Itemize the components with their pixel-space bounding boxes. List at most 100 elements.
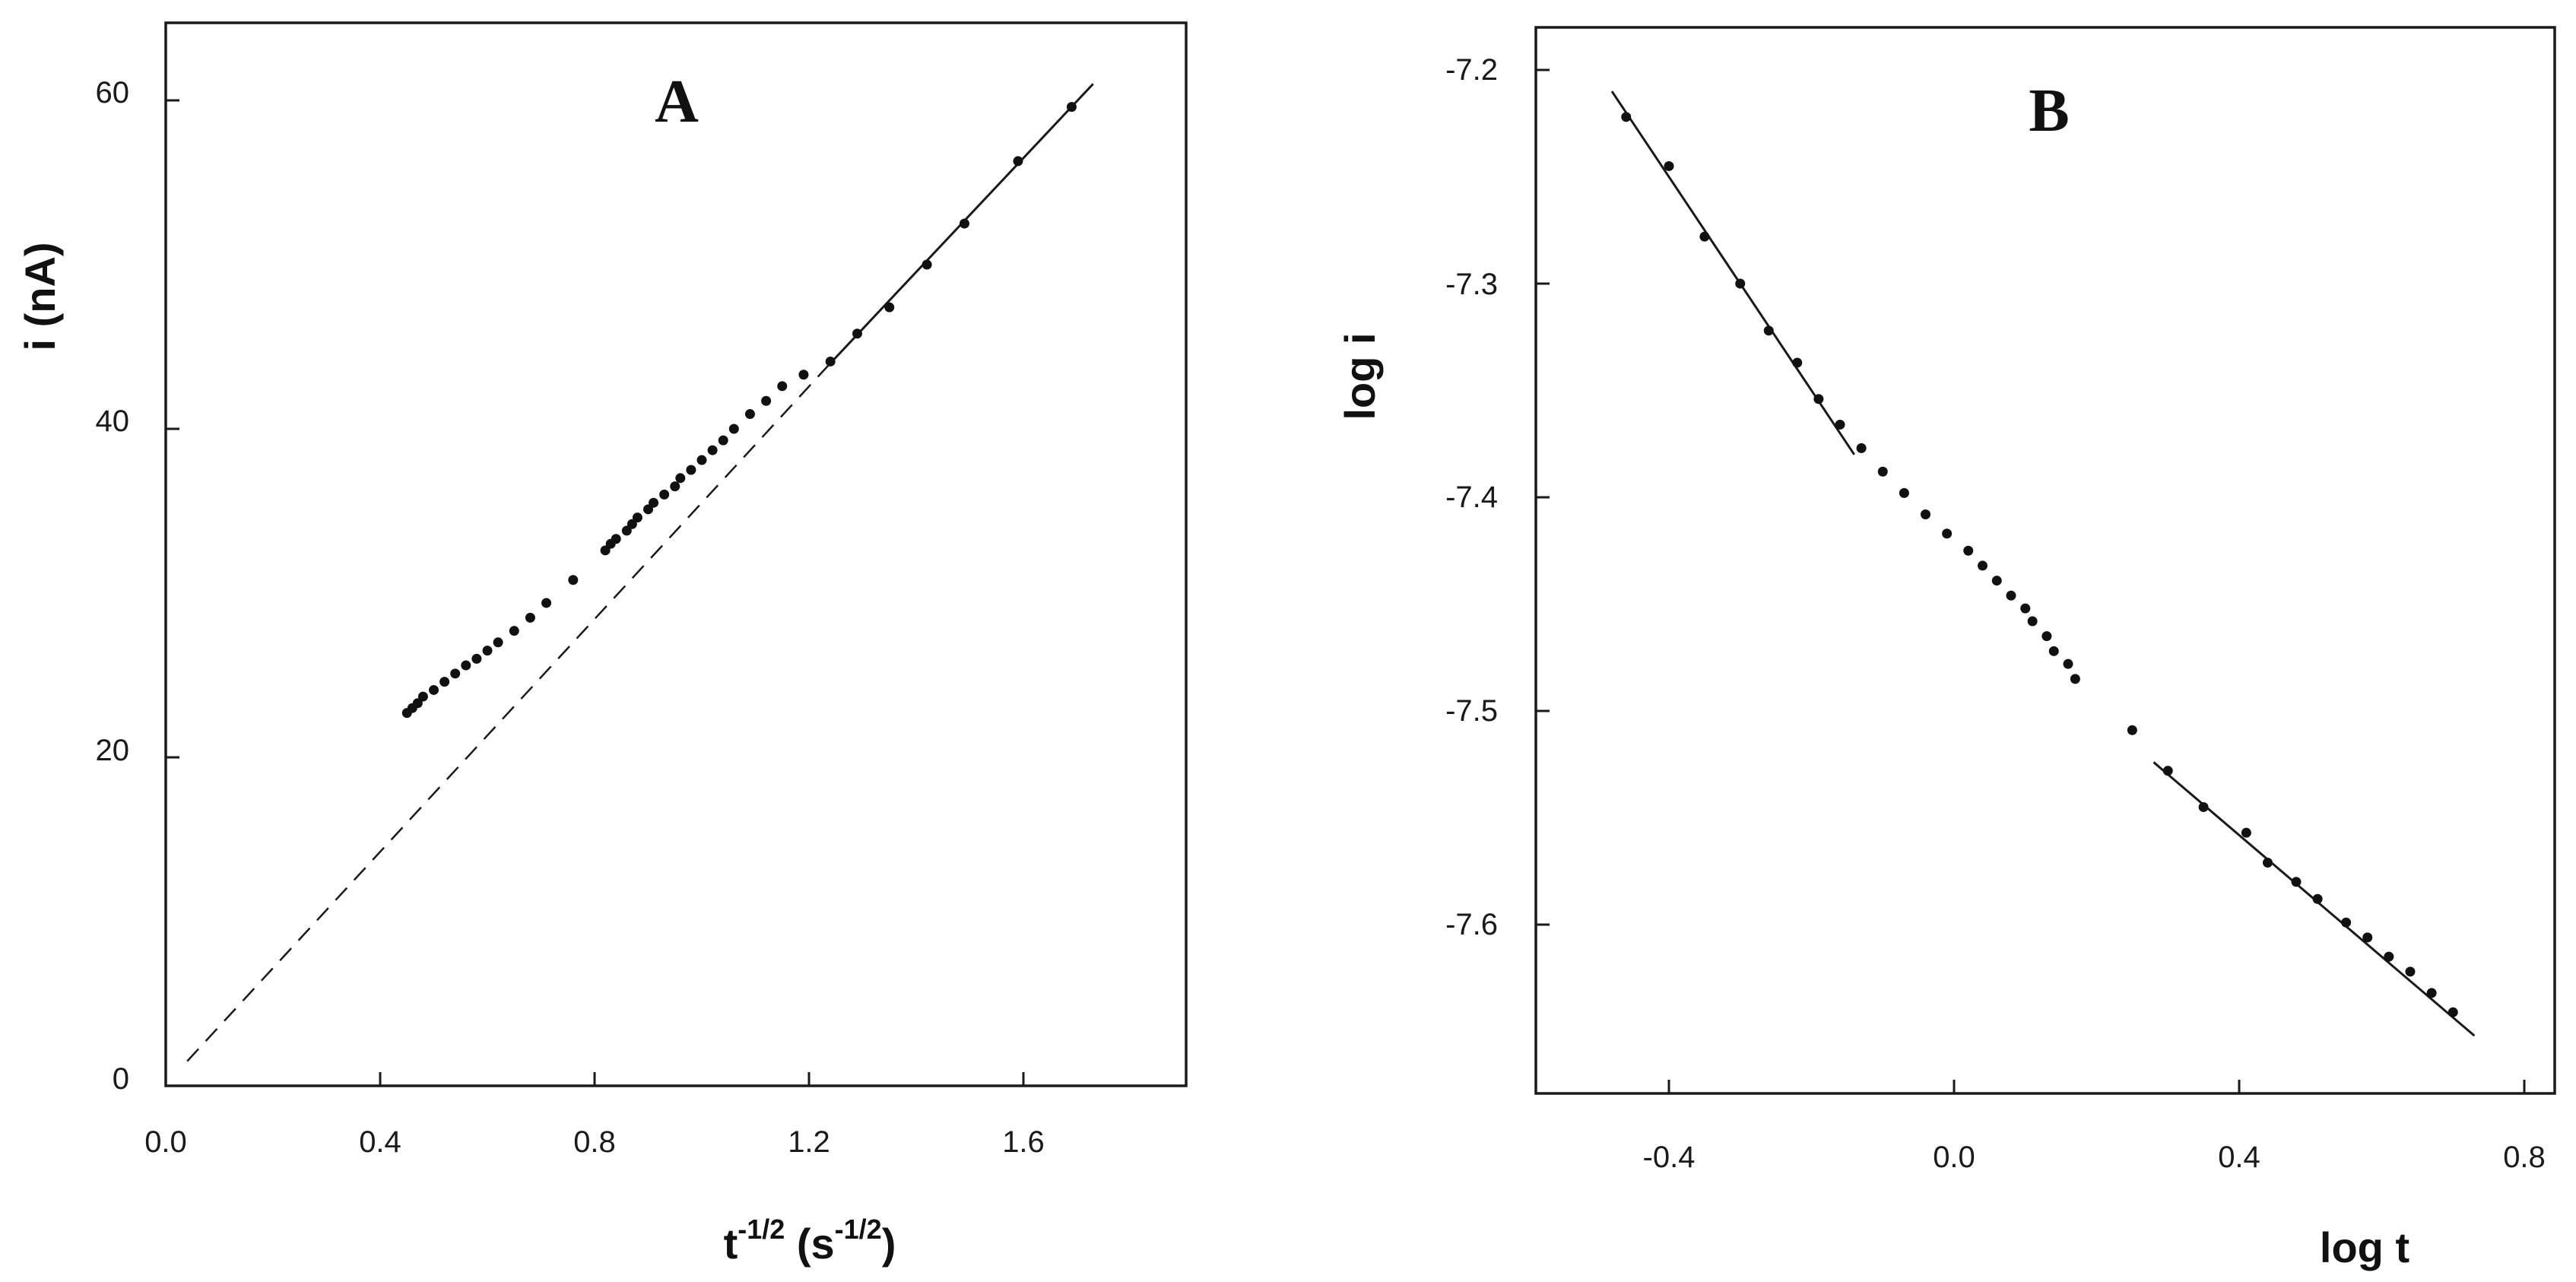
data-point [471, 653, 482, 664]
data-point [1921, 509, 1930, 519]
data-points-b [1621, 112, 2458, 1017]
data-point [1066, 102, 1077, 113]
y-tick-label: 40 [96, 405, 130, 438]
y-axis-label-a: i (nA) [16, 242, 64, 351]
data-point [1013, 156, 1023, 167]
data-point [1942, 528, 1953, 539]
panel-label-a: A [655, 68, 699, 135]
tick-marks-b [1536, 68, 2526, 1093]
x-tick-label: 0.0 [1933, 1141, 1975, 1174]
x-tick-label: 1.6 [1002, 1125, 1045, 1159]
data-point [2027, 616, 2038, 627]
x-axis-label-exponent: -1/2 [738, 1214, 785, 1245]
x-tick-label: 0.8 [573, 1125, 616, 1159]
extrapolated-fit-line [186, 362, 832, 1062]
y-tick-label: -7.4 [1445, 481, 1498, 514]
chart-panel-b: -0.4 0.0 0.4 0.8 -7.2 -7.3 -7.4 -7.5 -7.… [1336, 26, 2556, 1271]
data-point [1835, 419, 1845, 430]
data-point [825, 356, 836, 367]
data-point [1963, 545, 1974, 556]
data-point [2426, 988, 2437, 998]
data-points-a [401, 102, 1077, 719]
data-point [670, 481, 680, 492]
data-point [2070, 674, 2080, 684]
data-point [2063, 658, 2073, 669]
data-point [922, 259, 932, 270]
data-point [525, 612, 535, 623]
data-point [959, 218, 969, 229]
data-point [696, 455, 707, 465]
y-tick-label: -7.5 [1445, 694, 1498, 728]
x-tick-label: 0.4 [359, 1125, 401, 1159]
x-axis-label-base: t [724, 1220, 738, 1268]
data-point [1856, 443, 1867, 453]
x-axis-label-a: t-1/2 (s-1/2) [724, 1214, 896, 1268]
y-tick-label: 60 [96, 76, 130, 109]
data-point [412, 698, 423, 709]
data-point [761, 395, 772, 406]
data-point [2020, 603, 2031, 614]
x-tick-label: 0.4 [2218, 1141, 2260, 1174]
data-point [777, 381, 788, 392]
plot-frame-a [164, 21, 1188, 1087]
data-point [1699, 231, 1710, 242]
y-axis-label-b: log i [1336, 332, 1384, 420]
data-point [1899, 487, 1909, 498]
fit-lines-b [1610, 90, 2476, 1037]
data-point [718, 435, 728, 446]
data-point [1621, 112, 1632, 122]
x-tick-label: -0.4 [1643, 1141, 1696, 1174]
x-tick-label: 0.8 [2503, 1141, 2546, 1174]
data-point [728, 424, 739, 434]
data-point [744, 409, 755, 420]
data-point [1877, 466, 1888, 477]
fit-lines-a [186, 83, 1094, 1062]
data-point [493, 637, 503, 648]
data-point [417, 691, 428, 702]
x-axis-label-close: ) [882, 1220, 896, 1268]
data-point [2405, 966, 2416, 977]
x-tick-label: 1.2 [788, 1125, 830, 1159]
data-point [659, 489, 670, 500]
y-tick-label: -7.3 [1445, 268, 1498, 301]
data-point [2362, 932, 2373, 943]
data-point [2241, 827, 2251, 838]
data-point [649, 497, 659, 508]
data-point [1813, 394, 1824, 405]
data-point [2448, 1007, 2458, 1017]
data-point [461, 660, 471, 671]
data-point [884, 302, 895, 313]
data-point [621, 525, 632, 536]
data-point [600, 545, 611, 556]
data-point [1792, 357, 1803, 368]
data-point [852, 328, 862, 339]
y-tick-label: -7.6 [1445, 908, 1498, 941]
data-point [2291, 877, 2302, 887]
data-point [1978, 560, 1988, 571]
data-point [2198, 801, 2209, 812]
data-point [2384, 951, 2394, 962]
data-point [568, 575, 579, 585]
data-point [632, 512, 642, 523]
data-point [450, 668, 461, 679]
data-point [541, 598, 552, 608]
tick-marks-a [164, 99, 1025, 1087]
data-point [643, 504, 653, 515]
plot-frame-b [1534, 26, 2556, 1095]
data-point [2048, 646, 2059, 656]
data-point [686, 465, 696, 475]
data-point [2162, 766, 2173, 776]
data-point [2341, 917, 2352, 928]
y-tick-label: 20 [96, 734, 130, 767]
fit-line [1610, 90, 1855, 455]
data-point [675, 473, 686, 484]
data-point [1763, 325, 1774, 336]
x-axis-label-unit-exponent: -1/2 [835, 1214, 882, 1245]
data-point [1991, 576, 2002, 586]
data-point [1664, 160, 1674, 171]
chart-panel-a: 0.0 0.4 0.8 1.2 1.6 0 20 40 60 A i (nA) … [16, 21, 1188, 1268]
data-point [2041, 631, 2052, 642]
data-point [611, 534, 621, 544]
data-point [798, 370, 809, 380]
